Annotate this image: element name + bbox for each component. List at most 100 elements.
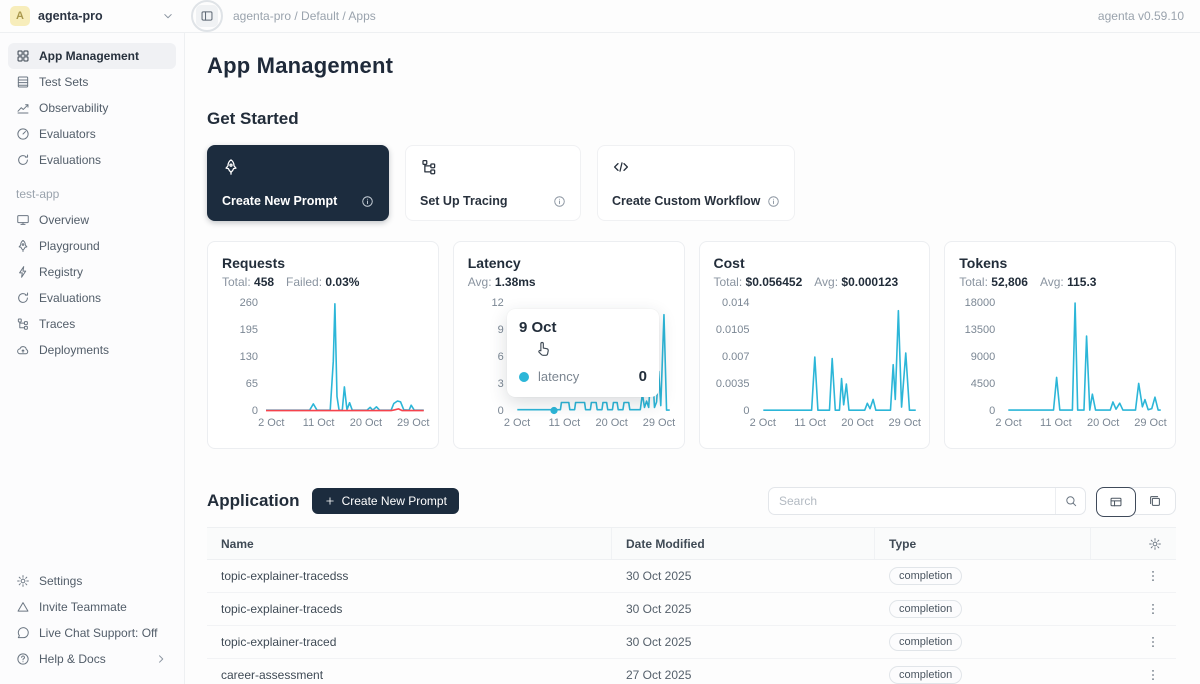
tooltip-date: 9 Oct — [519, 319, 647, 336]
table-view-button[interactable] — [1096, 487, 1136, 517]
search-icon[interactable] — [1055, 488, 1085, 514]
x-axis-label: 29 Oct — [1134, 417, 1166, 429]
sidebar-item-observability[interactable]: Observability — [8, 95, 176, 121]
search-input[interactable] — [769, 494, 1055, 508]
chevron-down-icon — [161, 9, 175, 23]
y-axis-label: 6 — [498, 351, 504, 363]
sidebar-footer-list: Settings Invite Teammate Live Chat Support… — [8, 568, 176, 672]
sidebar-item-label: Live Chat Support: Off — [39, 626, 158, 640]
cell-name: topic-explainer-traceds — [207, 602, 612, 616]
x-axis-label: 20 Oct — [1087, 417, 1119, 429]
sidebar-item-settings[interactable]: Settings — [8, 568, 176, 594]
card-view-button[interactable] — [1135, 488, 1175, 514]
view-toggle — [1096, 487, 1176, 515]
x-axis-label: 11 Oct — [303, 417, 335, 429]
sidebar-item-invite-teammate[interactable]: Invite Teammate — [8, 594, 176, 620]
x-axis-label: 2 Oct — [504, 417, 530, 429]
cell-name: topic-explainer-tracedss — [207, 569, 612, 583]
get-started-card-create-custom-workflow[interactable]: Create Custom Workflow — [597, 145, 795, 221]
x-axis-label: 2 Oct — [750, 417, 776, 429]
row-menu-button[interactable] — [1144, 600, 1162, 618]
row-menu-button[interactable] — [1144, 567, 1162, 585]
chart-stat: Avg: 1.38ms — [468, 275, 536, 289]
chart-card-requests: RequestsTotal: 458Failed: 0.03%260195130… — [207, 241, 439, 449]
rocket-icon — [16, 239, 30, 253]
sidebar-item-label: Help & Docs — [39, 652, 106, 666]
chart-plot-requests[interactable] — [266, 301, 424, 413]
cell-date-modified: 30 Oct 2025 — [612, 602, 875, 616]
sidebar-toggle-highlight — [191, 0, 223, 32]
x-axis-labels: 2 Oct11 Oct20 Oct29 Oct — [1003, 417, 1161, 433]
sidebar-item-label: Deployments — [39, 343, 109, 357]
chart-icon — [16, 101, 30, 115]
chart-tooltip: 9 Oct latency 0 — [507, 309, 659, 397]
sidebar-item-evaluations[interactable]: Evaluations — [8, 147, 176, 173]
get-started-card-set-up-tracing[interactable]: Set Up Tracing — [405, 145, 581, 221]
y-axis-label: 0 — [989, 405, 995, 417]
chart-card-tokens: TokensTotal: 52,806Avg: 115.318000135009… — [944, 241, 1176, 449]
cell-name: topic-explainer-traced — [207, 635, 612, 649]
sidebar-item-registry[interactable]: Registry — [8, 259, 176, 285]
y-axis-label: 65 — [246, 378, 258, 390]
table-row-topic-explainer-traceds[interactable]: topic-explainer-traceds30 Oct 2025comple… — [207, 593, 1176, 626]
y-axis-label: 0.007 — [722, 351, 750, 363]
sidebar-item-label: Evaluations — [39, 153, 101, 167]
cell-date-modified: 30 Oct 2025 — [612, 635, 875, 649]
y-axis-label: 260 — [240, 297, 258, 309]
sidebar-item-label: Invite Teammate — [39, 600, 127, 614]
tree-icon — [420, 158, 566, 176]
sidebar-item-label: Evaluations — [39, 291, 101, 305]
table-settings-gear-icon[interactable] — [1148, 537, 1162, 551]
sidebar-item-overview[interactable]: Overview — [8, 207, 176, 233]
sidebar-item-test-sets[interactable]: Test Sets — [8, 69, 176, 95]
sidebar-item-label: Traces — [39, 317, 75, 331]
workspace-switcher[interactable]: A agenta-pro — [0, 6, 185, 26]
y-axis-label: 0 — [252, 405, 258, 417]
row-menu-button[interactable] — [1144, 666, 1162, 684]
table-row-topic-explainer-tracedss[interactable]: topic-explainer-tracedss30 Oct 2025compl… — [207, 560, 1176, 593]
sidebar-item-deployments[interactable]: Deployments — [8, 337, 176, 363]
x-axis-label: 29 Oct — [643, 417, 675, 429]
info-icon[interactable] — [767, 195, 780, 208]
info-icon[interactable] — [553, 195, 566, 208]
project-label: test-app — [16, 187, 176, 201]
sidebar-item-evaluations[interactable]: Evaluations — [8, 285, 176, 311]
create-new-prompt-label: Create New Prompt — [342, 494, 447, 508]
column-name[interactable]: Name — [207, 528, 612, 559]
y-axis-labels: 1800013500900045000 — [959, 301, 1003, 413]
chart-stat: Avg: $0.000123 — [814, 275, 898, 289]
chart-title: Tokens — [959, 255, 1161, 271]
chart-stats: Avg: 1.38ms — [468, 275, 670, 289]
y-axis-label: 0.014 — [722, 297, 750, 309]
table-row-topic-explainer-traced[interactable]: topic-explainer-traced30 Oct 2025 complet… — [207, 626, 1176, 659]
chart-stats: Total: 458Failed: 0.03% — [222, 275, 424, 289]
column-type[interactable]: Type — [875, 528, 1091, 559]
panel-left-icon — [200, 9, 214, 23]
cell-type: completion — [875, 666, 1091, 684]
y-axis-label: 4500 — [971, 378, 995, 390]
sidebar-item-app-management[interactable]: App Management — [8, 43, 176, 69]
x-axis-labels: 2 Oct11 Oct20 Oct29 Oct — [758, 417, 916, 433]
chart-card-cost: CostTotal: $0.056452Avg: $0.0001230.0140… — [699, 241, 931, 449]
card-view-icon — [1148, 494, 1162, 508]
sidebar-item-traces[interactable]: Traces — [8, 311, 176, 337]
sidebar-item-label: Test Sets — [39, 75, 88, 89]
sidebar-item-label: Observability — [39, 101, 108, 115]
table-row-career-assessment[interactable]: career-assessment27 Oct 2025completion — [207, 659, 1176, 684]
sidebar-item-playground[interactable]: Playground — [8, 233, 176, 259]
column-date-modified[interactable]: Date Modified — [612, 528, 875, 559]
sidebar-item-help-docs[interactable]: Help & Docs — [8, 646, 176, 672]
chart-plot-tokens[interactable] — [1003, 301, 1161, 413]
breadcrumb[interactable]: agenta-pro / Default / Apps — [233, 9, 376, 23]
sidebar-toggle-button[interactable] — [196, 5, 218, 27]
get-started-card-create-new-prompt[interactable]: Create New Prompt — [207, 145, 389, 221]
row-menu-button[interactable] — [1144, 633, 1162, 651]
chart-plot-cost[interactable] — [758, 301, 916, 413]
info-icon[interactable] — [361, 195, 374, 208]
sidebar-item-live-chat-support-off[interactable]: Live Chat Support: Off — [8, 620, 176, 646]
plus-icon — [324, 495, 336, 507]
sidebar-item-evaluators[interactable]: Evaluators — [8, 121, 176, 147]
type-badge: completion — [889, 633, 962, 651]
table-header: Name Date Modified Type — [207, 528, 1176, 560]
create-new-prompt-button[interactable]: Create New Prompt — [312, 488, 459, 514]
